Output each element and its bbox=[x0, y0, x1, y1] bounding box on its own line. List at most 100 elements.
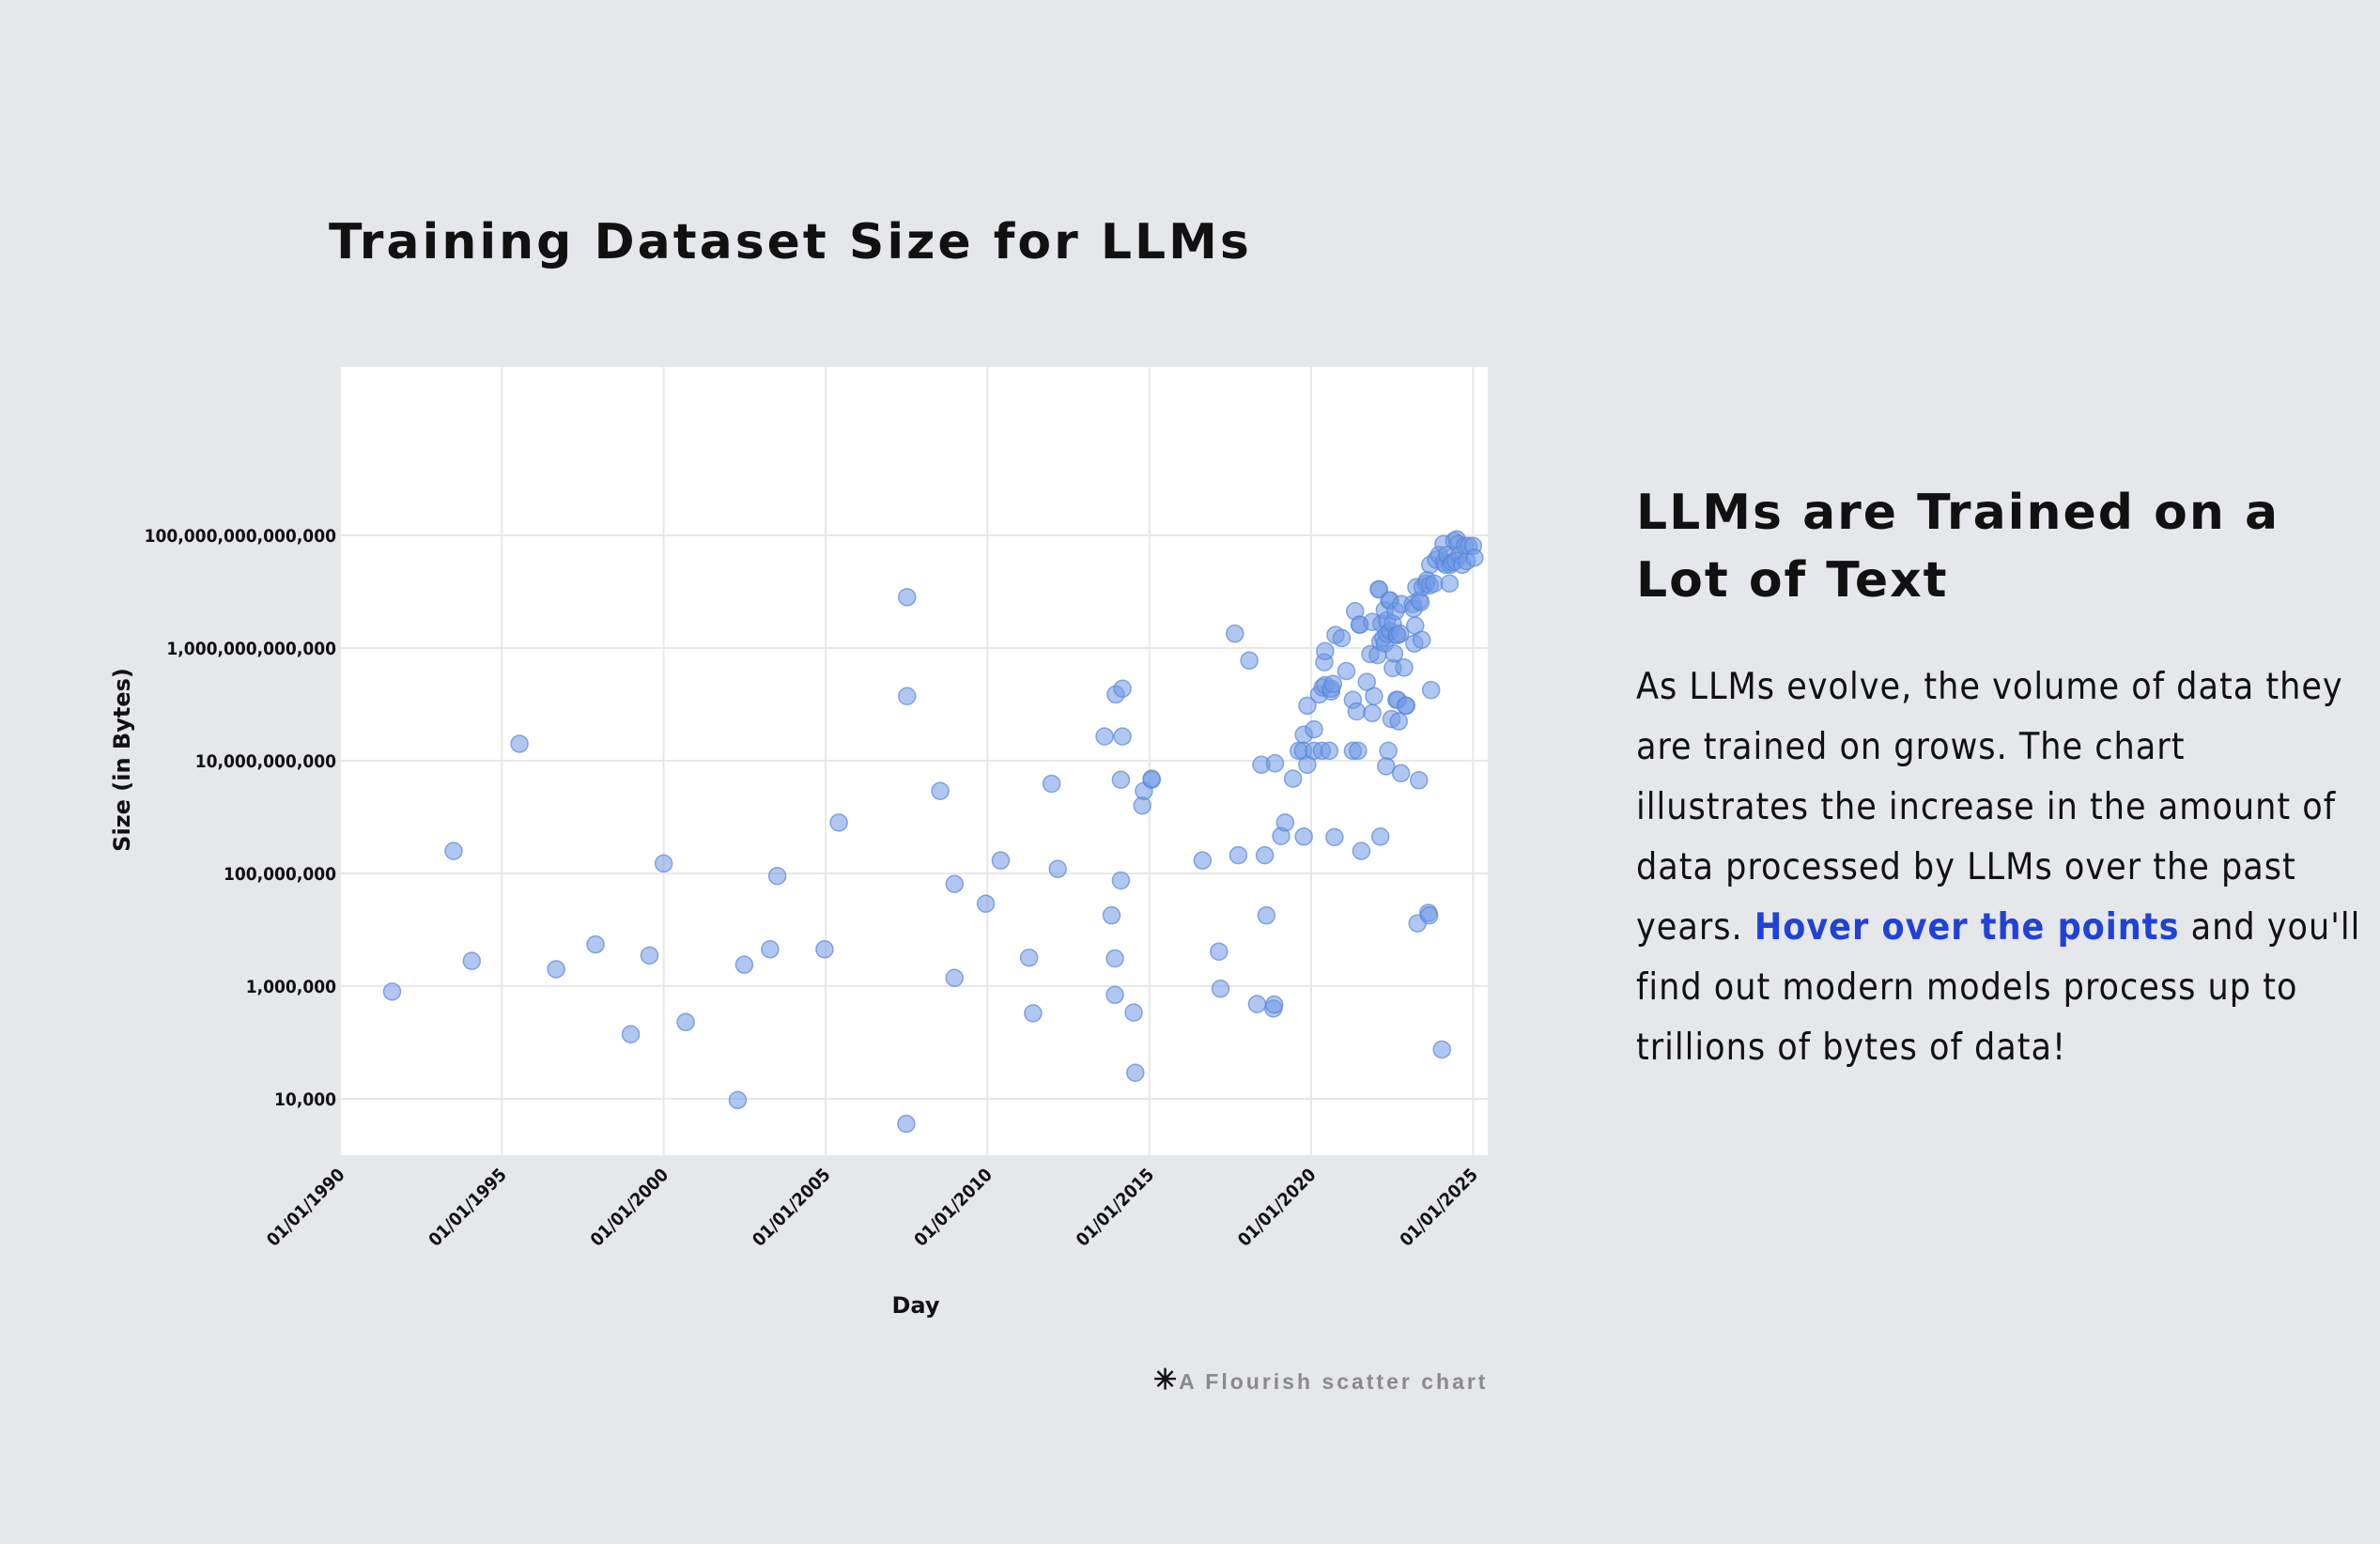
plot-area: 01/01/1990 01/01/1995 01/01/2000 01/01/2005… bbox=[109, 365, 1488, 1319]
data-point bbox=[945, 874, 965, 893]
data-point bbox=[676, 1012, 695, 1032]
data-point bbox=[1265, 753, 1285, 773]
data-point bbox=[640, 946, 659, 965]
x-tick-label: 01/01/1990 bbox=[263, 1165, 349, 1251]
data-point bbox=[1389, 712, 1409, 731]
data-point bbox=[1042, 774, 1061, 794]
data-point bbox=[1275, 813, 1295, 832]
x-tick-label: 01/01/2015 bbox=[1073, 1165, 1159, 1251]
data-point bbox=[1113, 679, 1132, 699]
data-point bbox=[1264, 995, 1284, 1014]
data-point bbox=[1411, 593, 1430, 611]
x-tick-label: 01/01/2005 bbox=[749, 1165, 835, 1251]
data-point bbox=[1384, 644, 1404, 663]
data-point bbox=[1210, 942, 1229, 961]
data-point bbox=[1440, 574, 1460, 593]
data-point bbox=[1294, 827, 1313, 846]
data-point bbox=[1048, 859, 1067, 878]
data-point bbox=[1323, 674, 1343, 694]
data-point bbox=[1379, 741, 1398, 761]
data-point bbox=[1211, 979, 1230, 998]
data-point bbox=[1337, 661, 1356, 681]
x-tick-label: 01/01/1995 bbox=[425, 1165, 511, 1251]
data-point bbox=[1320, 741, 1339, 761]
data-point bbox=[1105, 949, 1124, 968]
x-tick-label: 01/01/2025 bbox=[1396, 1165, 1482, 1251]
data-point bbox=[1111, 770, 1131, 789]
data-point bbox=[1397, 696, 1416, 716]
data-point bbox=[1305, 719, 1323, 739]
data-point bbox=[621, 1025, 641, 1043]
data-point bbox=[1347, 702, 1367, 721]
data-point bbox=[1102, 905, 1121, 925]
data-point bbox=[897, 1114, 916, 1134]
data-point bbox=[761, 940, 780, 959]
data-point bbox=[1316, 641, 1335, 661]
data-point bbox=[1111, 871, 1131, 890]
y-tick-label: 10,000,000,000 bbox=[195, 751, 336, 772]
data-point bbox=[462, 951, 482, 970]
data-point bbox=[444, 841, 463, 860]
x-tick-label: 01/01/2000 bbox=[587, 1165, 673, 1251]
data-point bbox=[945, 968, 965, 987]
data-point bbox=[1298, 696, 1317, 716]
data-point bbox=[931, 781, 950, 801]
data-point bbox=[1465, 548, 1484, 567]
y-axis-title: Size (in Bytes) bbox=[109, 668, 135, 852]
data-point bbox=[1247, 995, 1267, 1013]
data-point bbox=[1395, 658, 1414, 677]
data-point bbox=[728, 1090, 748, 1110]
data-point bbox=[1349, 741, 1368, 761]
data-point bbox=[1226, 624, 1244, 643]
hover-hint-highlight: Hover over the points bbox=[1754, 906, 2180, 949]
y-tick-label: 100,000,000,000,000 bbox=[145, 526, 336, 547]
data-point bbox=[898, 588, 917, 607]
data-point bbox=[1229, 845, 1248, 865]
data-point bbox=[586, 934, 605, 954]
data-point bbox=[1419, 905, 1439, 925]
flourish-attribution[interactable]: ✳A Flourish scatter chart bbox=[1153, 1364, 1488, 1397]
side-panel-heading: LLMs are Trained on a Lot of Text bbox=[1636, 485, 2280, 609]
data-point bbox=[976, 894, 996, 914]
attribution-text: A Flourish scatter chart bbox=[1179, 1369, 1489, 1394]
data-point bbox=[1425, 574, 1444, 593]
data-point bbox=[1257, 905, 1276, 925]
data-point bbox=[1113, 727, 1132, 746]
data-point bbox=[510, 734, 529, 753]
data-point bbox=[1357, 672, 1377, 691]
data-point bbox=[1193, 851, 1213, 870]
data-point bbox=[1370, 827, 1390, 846]
data-point bbox=[898, 687, 917, 705]
data-point bbox=[991, 851, 1011, 870]
data-point bbox=[547, 960, 565, 979]
data-point bbox=[1105, 985, 1124, 1005]
data-point bbox=[1332, 628, 1352, 648]
data-point bbox=[1255, 845, 1275, 865]
y-tick-label: 1,000,000,000,000 bbox=[166, 639, 336, 659]
data-point bbox=[1126, 1063, 1145, 1083]
data-point bbox=[1095, 727, 1114, 746]
data-point bbox=[829, 813, 848, 832]
chart-title: Training Dataset Size for LLMs bbox=[329, 214, 1252, 270]
data-point bbox=[1391, 764, 1411, 783]
data-point bbox=[1124, 1003, 1143, 1022]
data-point bbox=[1325, 827, 1344, 847]
data-point bbox=[1352, 841, 1371, 860]
data-point bbox=[1432, 1040, 1451, 1059]
data-point bbox=[734, 955, 754, 974]
x-axis-title: Day bbox=[891, 1292, 939, 1319]
data-point bbox=[1365, 687, 1383, 705]
data-point bbox=[767, 866, 787, 886]
data-point bbox=[1024, 1004, 1043, 1023]
x-tick-label: 01/01/2020 bbox=[1234, 1165, 1321, 1251]
data-point bbox=[1019, 948, 1039, 967]
data-point bbox=[1410, 771, 1429, 790]
y-tick-label: 1,000,000 bbox=[246, 977, 336, 997]
data-point bbox=[815, 940, 834, 959]
data-point bbox=[1421, 680, 1441, 700]
y-tick-label: 10,000 bbox=[274, 1089, 336, 1110]
data-point bbox=[1391, 624, 1410, 643]
data-point bbox=[1363, 703, 1382, 723]
y-tick-label: 100,000,000 bbox=[224, 864, 336, 885]
